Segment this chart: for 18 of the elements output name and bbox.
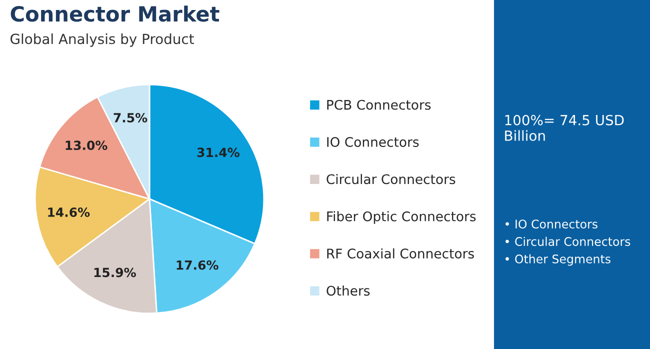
legend-label: IO Connectors bbox=[327, 137, 419, 147]
text: • IO Connectors bbox=[506, 220, 598, 229]
text: • Other Segments bbox=[506, 254, 610, 266]
legend-label: Fiber Optic Connectors bbox=[327, 211, 476, 224]
text: 100%= 74.5 USD Billion bbox=[505, 114, 624, 141]
text: • Circular Connectors bbox=[506, 236, 630, 246]
data-label: 15.9% bbox=[94, 268, 136, 278]
legend-label: PCB Connectors bbox=[327, 100, 431, 110]
chart-title: Connector Market bbox=[10, 6, 220, 22]
legend-label: RF Coaxial Connectors bbox=[327, 248, 474, 259]
legend-label: Others bbox=[326, 285, 370, 296]
chart-subtitle: Global Analysis by Product bbox=[10, 33, 194, 47]
data-label: 31.4% bbox=[197, 148, 240, 158]
legend-label: Circular Connectors bbox=[326, 174, 456, 184]
data-label: 13.0% bbox=[66, 140, 108, 150]
data-label: 17.6% bbox=[176, 260, 218, 270]
data-label: 14.6% bbox=[48, 208, 90, 217]
data-label: 7.5% bbox=[114, 113, 148, 122]
